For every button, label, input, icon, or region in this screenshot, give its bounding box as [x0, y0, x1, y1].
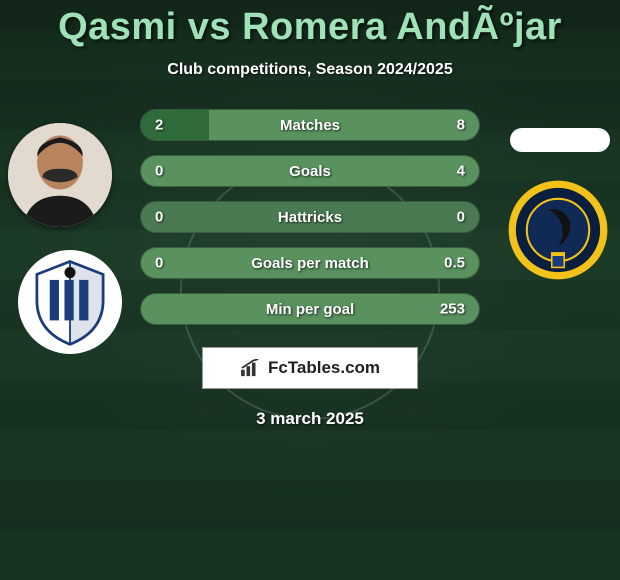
stat-label: Goals per match	[251, 255, 369, 272]
stat-value-left: 2	[155, 117, 163, 134]
stat-value-left: 0	[155, 209, 163, 226]
stat-row: 2 8 Matches	[140, 109, 480, 141]
stat-label: Matches	[280, 117, 340, 134]
club-left-logo	[18, 250, 122, 354]
stat-value-right: 0.5	[444, 255, 465, 272]
stat-fill-left	[141, 110, 209, 140]
stat-label: Hattricks	[278, 209, 342, 226]
stat-value-left: 0	[155, 255, 163, 272]
stat-row: 0 0.5 Goals per match	[140, 247, 480, 279]
stat-row: 0 4 Goals	[140, 155, 480, 187]
brand-label: FcTables.com	[268, 358, 380, 378]
stat-fill-right	[209, 110, 479, 140]
stat-value-right: 253	[440, 301, 465, 318]
stat-value-right: 4	[457, 163, 465, 180]
stat-value-right: 8	[457, 117, 465, 134]
page-title: Qasmi vs Romera AndÃºjar	[0, 0, 620, 49]
stat-row: 0 0 Hattricks	[140, 201, 480, 233]
date-label: 3 march 2025	[0, 409, 620, 429]
stats-container: 2 8 Matches 0 4 Goals 0 0 Hattricks 0 0.5 Goals per…	[140, 109, 480, 325]
club-right-logo	[506, 178, 610, 282]
stat-value-right: 0	[457, 209, 465, 226]
subtitle: Club competitions, Season 2024/2025	[0, 61, 620, 79]
chart-icon	[240, 359, 262, 377]
stat-row: 253 Min per goal	[140, 293, 480, 325]
stat-value-left: 0	[155, 163, 163, 180]
stat-label: Goals	[289, 163, 331, 180]
player-left-photo	[8, 123, 112, 227]
brand-badge: FcTables.com	[202, 347, 418, 389]
player-right-pill	[510, 128, 610, 152]
stat-label: Min per goal	[266, 301, 354, 318]
